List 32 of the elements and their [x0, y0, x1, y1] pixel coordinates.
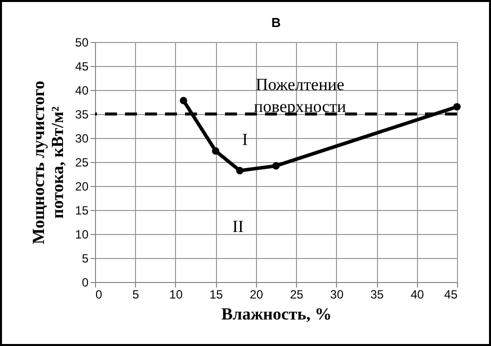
x-tick-label: 25	[290, 288, 304, 302]
annotation: Пожелтение поверхности	[254, 75, 346, 116]
y-tick-label: 25	[75, 156, 89, 170]
y-tick-label: 45	[75, 60, 89, 74]
point	[453, 103, 461, 110]
y-tick-label: 50	[75, 36, 89, 50]
y-tick-label: 15	[75, 204, 89, 218]
chart-title: В	[271, 15, 281, 30]
y-tick-label: 40	[75, 84, 89, 98]
point	[272, 162, 280, 170]
x-tick-label: 15	[209, 288, 224, 302]
x-tick-label: 45	[444, 288, 458, 302]
x-tick-label: 5	[132, 288, 140, 302]
x-tick-label: 10	[169, 288, 183, 302]
y-axis-title: Мощность лучистого потока, кВт/м²	[29, 80, 68, 244]
y-tick-label: 35	[75, 108, 89, 122]
annotation: I	[242, 130, 248, 149]
y-tick-label: 30	[75, 132, 89, 146]
annotation: II	[232, 217, 244, 236]
x-tick-label: 20	[250, 288, 264, 302]
x-tick-label: 0	[96, 288, 102, 302]
y-tick-label: 0	[82, 276, 89, 290]
x-tick-label: 30	[330, 288, 344, 302]
point	[236, 166, 244, 174]
x-tick-label: 40	[410, 288, 424, 302]
point	[212, 147, 220, 155]
y-tick-label: 5	[82, 252, 89, 266]
y-tick-label: 10	[75, 228, 89, 242]
x-tick-label: 35	[370, 288, 384, 302]
y-tick-label: 20	[75, 180, 89, 194]
x-axis-title: Влажность, %	[221, 304, 332, 324]
point	[180, 96, 188, 104]
